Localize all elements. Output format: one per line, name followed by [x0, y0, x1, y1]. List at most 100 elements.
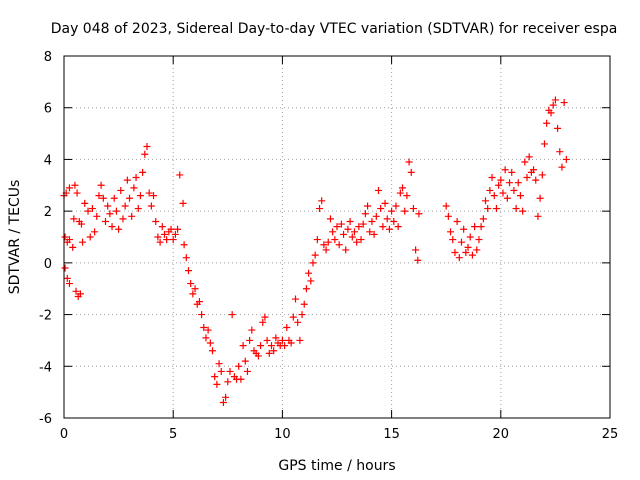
data-point	[123, 176, 131, 184]
data-point	[61, 264, 69, 272]
data-point	[340, 230, 348, 238]
data-point	[189, 290, 197, 298]
data-point	[119, 215, 127, 223]
data-point	[355, 223, 363, 231]
data-point	[460, 225, 468, 233]
data-point	[508, 168, 516, 176]
data-point	[81, 199, 89, 207]
data-point	[224, 378, 232, 386]
data-point	[270, 347, 278, 355]
data-point	[516, 192, 524, 200]
data-point	[115, 225, 123, 233]
plot-frame	[63, 55, 611, 419]
data-point	[76, 290, 84, 298]
data-point	[326, 215, 334, 223]
x-axis-label: GPS time / hours	[278, 458, 395, 474]
data-point	[235, 362, 243, 370]
data-point	[257, 342, 265, 350]
data-point	[457, 238, 465, 246]
data-point	[202, 334, 210, 342]
data-point	[70, 215, 78, 223]
data-point	[206, 339, 214, 347]
data-point	[65, 184, 73, 192]
data-point	[77, 220, 85, 228]
data-point	[396, 189, 404, 197]
data-point	[554, 124, 562, 132]
data-point	[370, 230, 378, 238]
data-point	[101, 217, 109, 225]
data-point	[490, 192, 498, 200]
data-point	[331, 236, 339, 244]
data-point	[106, 210, 114, 218]
data-point	[316, 205, 324, 213]
data-point	[97, 181, 105, 189]
data-point	[128, 212, 136, 220]
y-tick-label: 6	[44, 102, 52, 117]
data-point	[532, 176, 540, 184]
data-point	[147, 202, 155, 210]
data-point	[523, 174, 531, 182]
data-point	[536, 194, 544, 202]
data-point	[126, 194, 134, 202]
y-tick-label: -4	[39, 360, 52, 375]
data-point	[525, 153, 533, 161]
data-point	[281, 342, 289, 350]
data-point	[482, 197, 490, 205]
data-point	[84, 207, 92, 215]
x-tick-label: 0	[60, 427, 68, 442]
data-point	[222, 393, 230, 401]
data-point	[213, 380, 221, 388]
data-point	[136, 192, 144, 200]
data-point	[139, 168, 147, 176]
data-point	[110, 194, 118, 202]
data-point	[335, 241, 343, 249]
data-point	[447, 228, 455, 236]
data-point	[259, 318, 267, 326]
data-point	[141, 150, 149, 158]
data-point	[289, 313, 297, 321]
data-point	[415, 210, 423, 218]
data-point	[455, 254, 463, 262]
data-point	[108, 223, 116, 231]
y-tick-label: 0	[44, 257, 52, 272]
data-point	[300, 300, 308, 308]
data-point	[99, 194, 107, 202]
data-point	[156, 238, 164, 246]
data-point	[158, 223, 166, 231]
axis-ticks: 0 5 10 15 20 25 -6 -4 -2 0 2 4 6 8	[39, 50, 618, 442]
data-point	[342, 246, 350, 254]
data-point	[556, 148, 564, 156]
data-point	[283, 324, 291, 331]
data-point	[61, 233, 69, 241]
data-point	[519, 207, 527, 215]
data-point	[287, 339, 295, 347]
x-tick-label: 15	[383, 427, 400, 442]
x-tick-label: 5	[169, 427, 177, 442]
data-point	[95, 192, 103, 200]
data-point	[265, 349, 273, 357]
data-point	[407, 168, 415, 176]
data-point	[501, 166, 509, 174]
data-point	[399, 184, 407, 192]
data-point	[521, 158, 529, 166]
data-point	[167, 225, 175, 233]
data-point	[298, 311, 306, 319]
data-point	[65, 236, 73, 244]
data-point	[377, 205, 385, 213]
data-point	[468, 251, 476, 259]
data-point	[364, 202, 372, 210]
data-point	[195, 298, 203, 306]
data-point	[296, 336, 304, 344]
data-point	[562, 155, 570, 163]
data-point	[514, 179, 522, 187]
data-point	[401, 207, 409, 215]
data-point	[91, 228, 99, 236]
data-point	[121, 202, 129, 210]
data-points	[60, 96, 570, 406]
chart-title: Day 048 of 2023, Sidereal Day-to-day VTE…	[51, 21, 618, 37]
data-point	[479, 215, 487, 223]
data-point	[381, 199, 389, 207]
data-point	[112, 207, 120, 215]
y-tick-label: -6	[39, 412, 52, 427]
